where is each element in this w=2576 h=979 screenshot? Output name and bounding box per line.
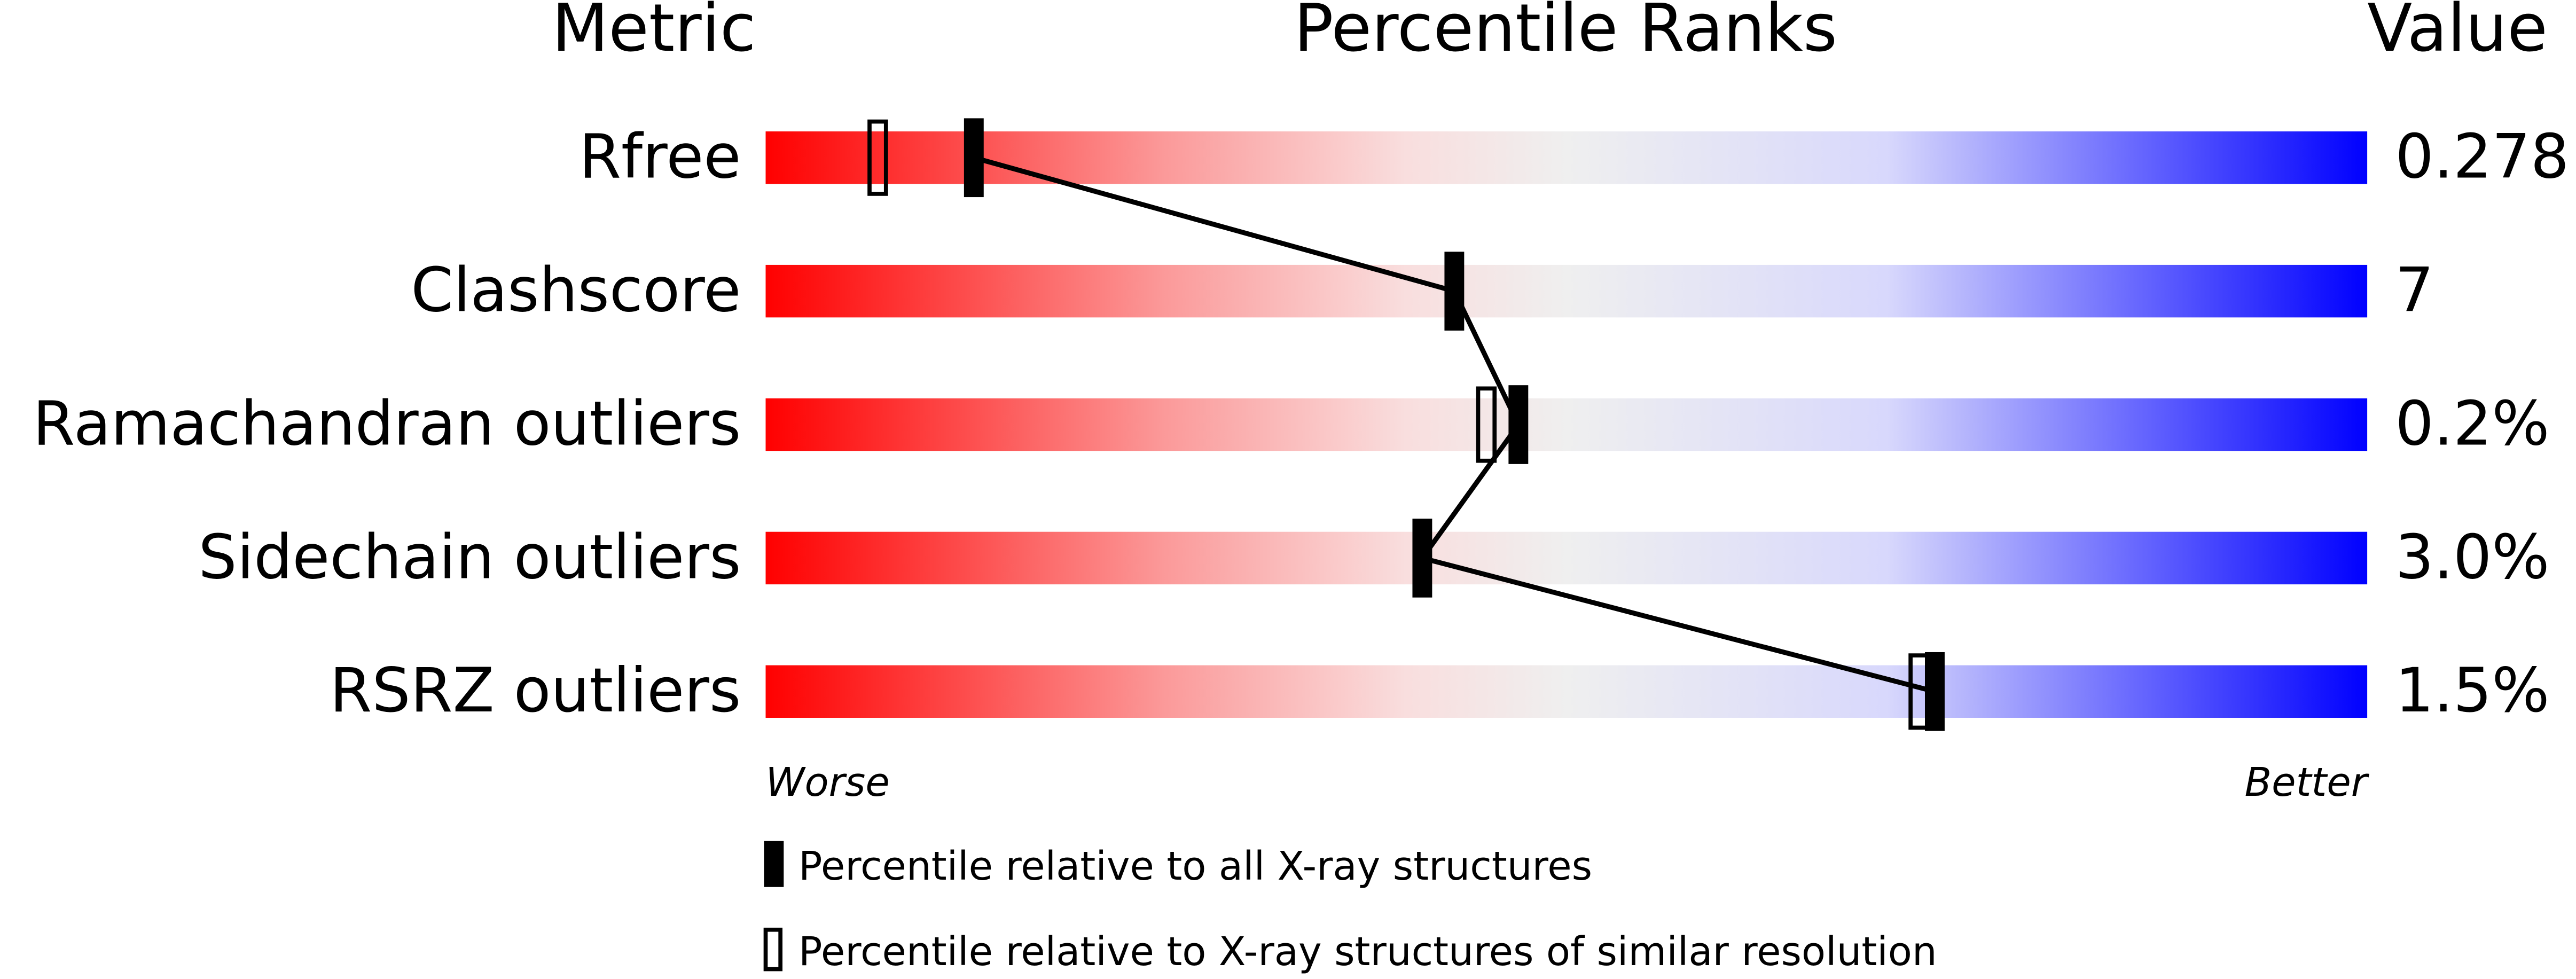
percentile-bar: [765, 665, 2368, 718]
metric-value: 0.278: [2395, 121, 2569, 192]
better-label: Better: [2244, 759, 2369, 805]
metric-value: 0.2%: [2395, 388, 2549, 459]
legend-similar-swatch: [763, 927, 783, 972]
similar-marker: [867, 119, 888, 196]
percentile-bar: [765, 398, 2368, 451]
metric-value: 3.0%: [2395, 521, 2549, 592]
metric-header: Metric: [552, 0, 756, 67]
ranks-header: Percentile Ranks: [1294, 0, 1837, 67]
metric-label: Sidechain outliers: [198, 521, 741, 592]
percentile-bar: [765, 131, 2368, 184]
similar-marker: [1476, 386, 1497, 463]
all-marker: [964, 118, 984, 198]
percentile-bar: [765, 531, 2368, 585]
all-marker: [1444, 252, 1465, 331]
metric-value: 1.5%: [2395, 655, 2549, 726]
metric-label: Clashscore: [411, 255, 741, 326]
legend-all: Percentile relative to all X-ray structu…: [798, 843, 1592, 889]
metric-label: Rfree: [579, 121, 741, 192]
all-marker: [1508, 385, 1529, 464]
legend-similar: Percentile relative to X-ray structures …: [798, 929, 1937, 975]
metric-value: 7: [2395, 255, 2433, 326]
value-header: Value: [2367, 0, 2548, 67]
metric-label: Ramachandran outliers: [33, 388, 741, 459]
percentile-bar: [765, 264, 2368, 318]
metric-label: RSRZ outliers: [330, 655, 741, 726]
legend-all-swatch: [764, 841, 784, 887]
all-marker: [1925, 652, 1945, 731]
worse-label: Worse: [765, 759, 889, 805]
all-marker: [1412, 519, 1432, 598]
